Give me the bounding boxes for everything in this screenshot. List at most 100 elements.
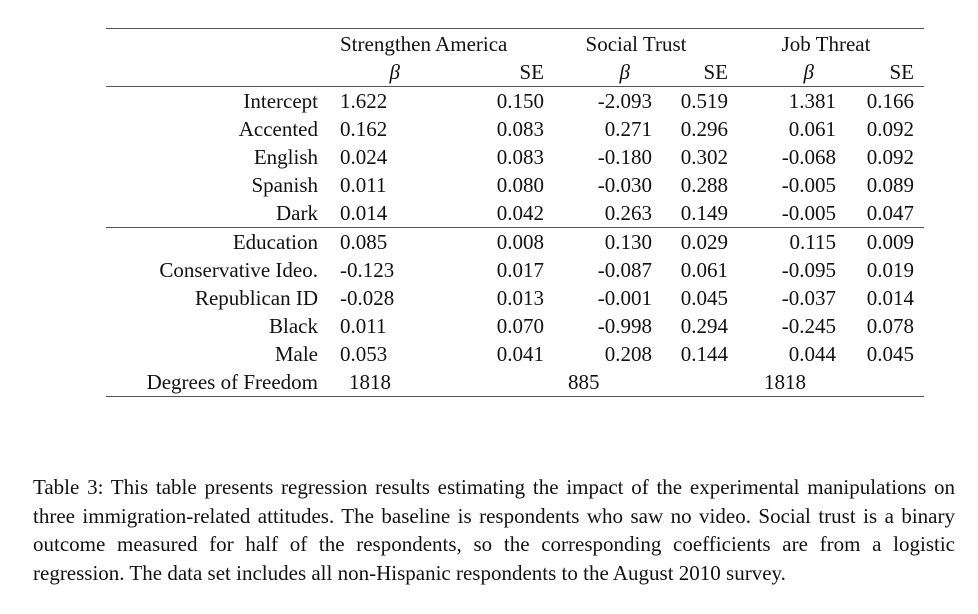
row-label: Republican ID <box>194 286 318 310</box>
empty-cell <box>400 368 544 397</box>
row-label: English <box>253 145 318 169</box>
cell-value: 0.083 <box>496 117 544 141</box>
cell-value: -0.180 <box>597 145 652 169</box>
cell-value: 0.041 <box>496 342 544 366</box>
group-header-strengthen-america: Strengthen America <box>340 28 544 58</box>
cell-value: 1.622 <box>340 89 388 113</box>
cell-value: 0.061 <box>680 258 728 282</box>
cell-value: -0.087 <box>597 258 652 282</box>
cell-value: 0.009 <box>836 227 924 256</box>
table-caption: Table 3: This table presents regression … <box>33 475 955 585</box>
cell-value: 0.263 <box>604 201 652 225</box>
cell-value: 0.083 <box>496 145 544 169</box>
row-label: Dark <box>276 201 318 225</box>
cell-value: 0.519 <box>680 89 728 113</box>
table-row: Education 0.085 0.008 0.130 0.029 0.115 … <box>106 227 924 256</box>
cell-value: 0.045 <box>680 286 728 310</box>
cell-value: 0.089 <box>866 173 914 197</box>
cell-value: 0.029 <box>652 227 728 256</box>
subheader-se-2: SE <box>652 58 728 87</box>
cell-value: 0.070 <box>496 314 544 338</box>
table-group-header-row: Strengthen America Social Trust Job Thre… <box>106 28 924 58</box>
cell-value: 0.271 <box>604 117 652 141</box>
cell-value: 0.296 <box>680 117 728 141</box>
cell-value: 0.011 <box>340 314 387 338</box>
cell-value: 0.130 <box>544 227 652 256</box>
dof-job-threat: 1818 <box>728 368 924 397</box>
table-row: Dark 0.014 0.042 0.263 0.149 -0.005 0.04… <box>106 199 924 228</box>
row-label: Spanish <box>251 173 318 197</box>
subheader-empty-cell <box>106 58 340 87</box>
table-row: Accented 0.162 0.083 0.271 0.296 0.061 0… <box>106 115 924 143</box>
row-label: Conservative Ideo. <box>159 258 318 282</box>
cell-value: 0.166 <box>866 89 914 113</box>
cell-value: 1.381 <box>788 89 836 113</box>
subheader-beta-3: β <box>728 58 836 87</box>
cell-value: 0.014 <box>866 286 914 310</box>
cell-value: 0.044 <box>788 342 836 366</box>
row-label: Black <box>269 314 318 338</box>
table-subheader-row: β SE β SE β SE <box>106 58 924 87</box>
cell-value: 0.092 <box>866 145 914 169</box>
cell-value: -0.028 <box>340 286 395 310</box>
table-row: Spanish 0.011 0.080 -0.030 0.288 -0.005 … <box>106 171 924 199</box>
cell-value: 0.144 <box>680 342 728 366</box>
subheader-se-1: SE <box>400 58 544 87</box>
group-header-job-threat: Job Threat <box>728 28 924 58</box>
cell-value: -0.123 <box>340 258 395 282</box>
cell-value: 0.014 <box>340 201 388 225</box>
cell-value: 0.019 <box>866 258 914 282</box>
cell-value: 0.008 <box>400 227 544 256</box>
cell-value: 0.288 <box>680 173 728 197</box>
cell-value: 0.080 <box>496 173 544 197</box>
subheader-beta-2: β <box>544 58 652 87</box>
cell-value: 0.078 <box>866 314 914 338</box>
cell-value: 0.045 <box>866 342 914 366</box>
cell-value: 0.294 <box>680 314 728 338</box>
row-label: Education <box>106 227 340 256</box>
dof-social-trust: 885 <box>544 368 728 397</box>
cell-value: -0.005 <box>781 173 836 197</box>
table-row-dof: Degrees of Freedom 1818 885 1818 <box>106 368 924 397</box>
cell-value: 0.017 <box>496 258 544 282</box>
cell-value: 0.092 <box>866 117 914 141</box>
cell-value: 0.047 <box>866 201 914 225</box>
cell-value: -0.005 <box>781 201 836 225</box>
subheader-beta-1: β <box>340 58 400 87</box>
cell-value: -0.998 <box>597 314 652 338</box>
row-label: Accented <box>238 117 318 141</box>
table-body: Intercept 1.622 0.150 -2.093 0.519 1.381… <box>106 87 924 397</box>
cell-value: 0.042 <box>496 201 544 225</box>
dof-strengthen-america: 1818 <box>340 368 400 397</box>
cell-value: 0.150 <box>496 89 544 113</box>
subheader-se-3: SE <box>836 58 924 87</box>
cell-value: -0.037 <box>781 286 836 310</box>
cell-value: 0.149 <box>680 201 728 225</box>
group-header-social-trust: Social Trust <box>544 28 728 58</box>
table-row: Intercept 1.622 0.150 -2.093 0.519 1.381… <box>106 87 924 116</box>
cell-value: 0.085 <box>340 227 400 256</box>
cell-value: -0.245 <box>781 314 836 338</box>
cell-value: 0.302 <box>680 145 728 169</box>
table-row: Black 0.011 0.070 -0.998 0.294 -0.245 0.… <box>106 312 924 340</box>
table-row: Male 0.053 0.041 0.208 0.144 0.044 0.045 <box>106 340 924 368</box>
table-row: English 0.024 0.083 -0.180 0.302 -0.068 … <box>106 143 924 171</box>
cell-value: -0.001 <box>597 286 652 310</box>
cell-value: 0.011 <box>340 173 387 197</box>
cell-value: -0.030 <box>597 173 652 197</box>
header-empty-cell <box>106 28 340 58</box>
table-row: Conservative Ideo. -0.123 0.017 -0.087 0… <box>106 256 924 284</box>
row-label: Degrees of Freedom <box>106 368 340 397</box>
regression-table: Strengthen America Social Trust Job Thre… <box>106 28 924 397</box>
cell-value: 0.162 <box>340 117 388 141</box>
table-row: Republican ID -0.028 0.013 -0.001 0.045 … <box>106 284 924 312</box>
cell-value: 0.053 <box>340 342 388 366</box>
cell-value: 0.013 <box>496 286 544 310</box>
cell-value: 0.115 <box>728 227 836 256</box>
cell-value: -2.093 <box>597 89 652 113</box>
cell-value: 0.061 <box>788 117 836 141</box>
row-label: Intercept <box>243 89 318 113</box>
cell-value: -0.068 <box>781 145 836 169</box>
cell-value: -0.095 <box>781 258 836 282</box>
